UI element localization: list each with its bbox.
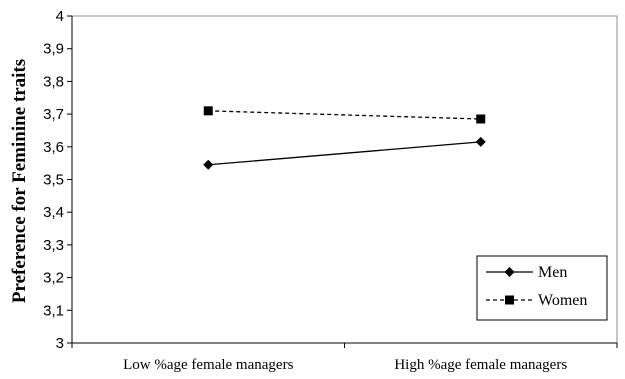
series-line bbox=[208, 110, 481, 120]
legend-marker bbox=[504, 267, 515, 277]
x-tick-label: Low %age female managers bbox=[123, 357, 293, 373]
y-tick-label: 3,5 bbox=[43, 172, 64, 189]
legend-box bbox=[476, 255, 608, 321]
data-point bbox=[203, 159, 214, 170]
legend-label: Men bbox=[538, 264, 567, 281]
y-tick-label: 3,2 bbox=[43, 270, 64, 287]
legend-items: Men Women bbox=[486, 264, 587, 309]
y-axis-ticks: 3 3,1 3,2 3,3 3,4 3,5 3,6 3,7 3,8 3,9 4 bbox=[43, 8, 72, 352]
data-point bbox=[476, 114, 486, 124]
x-tick-label: High %age female managers bbox=[394, 357, 567, 373]
legend: Men Women bbox=[476, 255, 608, 321]
y-tick-label: 3,7 bbox=[43, 106, 64, 123]
legend-marker bbox=[505, 295, 514, 305]
y-tick-label: 3,8 bbox=[43, 73, 64, 90]
y-tick-label: 3,6 bbox=[43, 139, 64, 156]
y-tick-label: 3,9 bbox=[43, 41, 64, 58]
series-women bbox=[203, 106, 486, 124]
series-line bbox=[208, 141, 481, 166]
y-tick-label: 4 bbox=[56, 8, 64, 25]
y-tick-label: 3,3 bbox=[43, 237, 64, 254]
data-point bbox=[475, 136, 486, 147]
data-point bbox=[203, 106, 213, 116]
y-tick-label: 3,1 bbox=[43, 302, 64, 319]
y-axis-title: Preference for Feminine traits bbox=[9, 59, 30, 303]
y-tick-label: 3 bbox=[56, 335, 64, 352]
series-men bbox=[203, 136, 486, 170]
legend-label: Women bbox=[538, 292, 587, 309]
y-tick-label: 3,4 bbox=[43, 204, 64, 221]
x-axis-ticks: Low %age female managers High %age female… bbox=[71, 343, 618, 373]
series-layer bbox=[203, 106, 486, 170]
